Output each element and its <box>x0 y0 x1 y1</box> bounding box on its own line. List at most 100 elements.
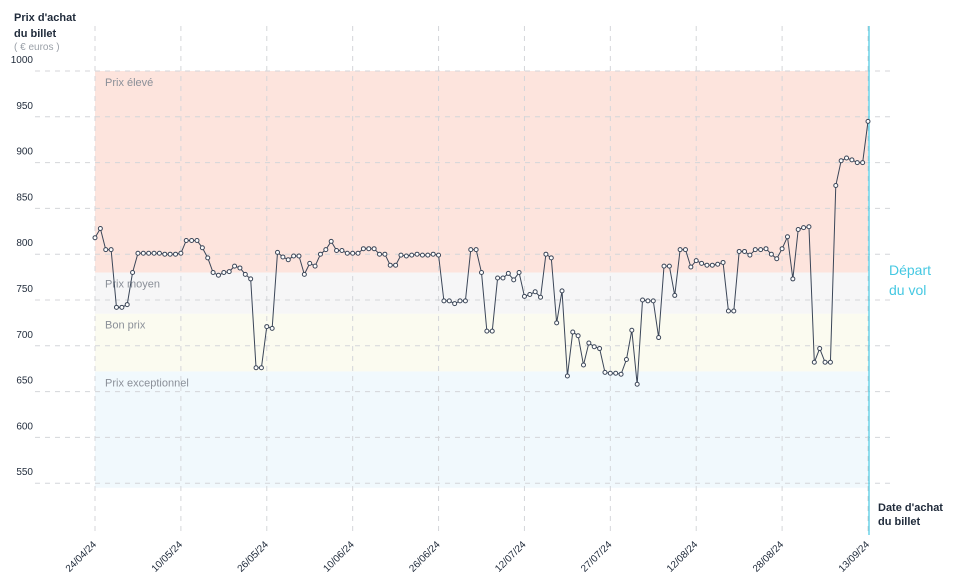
x-tick-label: 27/07/24 <box>579 539 615 575</box>
price-point <box>564 373 570 379</box>
price-point <box>479 270 484 276</box>
price-point <box>763 246 769 252</box>
price-band <box>95 313 868 372</box>
price-point <box>387 262 393 268</box>
price-point <box>645 298 651 304</box>
price-point <box>607 370 613 376</box>
price-point <box>285 257 291 263</box>
price-point <box>774 256 780 262</box>
x-tick-label: 13/09/24 <box>837 539 873 575</box>
price-point <box>403 253 409 259</box>
price-point <box>377 251 383 257</box>
price-point <box>344 250 350 256</box>
price-point <box>806 224 812 230</box>
price-point <box>484 328 490 334</box>
x-tick-label: 26/06/24 <box>407 539 443 575</box>
price-point <box>666 263 672 269</box>
price-point <box>640 297 646 303</box>
price-band <box>95 71 868 273</box>
price-point <box>618 371 624 377</box>
price-point <box>559 288 565 294</box>
price-point <box>151 250 157 256</box>
price-point <box>446 298 452 304</box>
y-tick-label: 550 <box>16 467 33 478</box>
price-point <box>790 276 796 282</box>
price-point <box>468 247 474 253</box>
price-point <box>795 226 801 232</box>
price-point <box>205 255 211 261</box>
x-title: du billet <box>878 516 921 528</box>
price-point <box>215 272 221 278</box>
y-tick-label: 900 <box>16 147 33 158</box>
price-point <box>97 226 103 232</box>
price-point <box>838 158 844 164</box>
price-point <box>371 246 377 252</box>
price-point <box>677 247 683 253</box>
price-point <box>672 292 678 298</box>
price-point <box>516 270 522 276</box>
y-tick-label: 750 <box>16 284 33 295</box>
band-label: Bon prix <box>105 320 146 332</box>
price-point <box>124 302 130 308</box>
x-title: Date d'achat <box>878 502 943 514</box>
price-point <box>194 237 200 243</box>
price-point <box>473 247 479 253</box>
price-point <box>768 251 774 257</box>
x-tick-label: 10/05/24 <box>150 539 186 575</box>
price-point <box>130 270 136 276</box>
price-point <box>784 234 790 240</box>
price-point <box>360 246 366 252</box>
price-point <box>398 252 404 258</box>
y-tick-label: 850 <box>16 192 33 203</box>
price-point <box>419 252 425 258</box>
y-unit: ( € euros ) <box>14 42 60 53</box>
price-point <box>113 304 119 310</box>
price-point <box>366 246 372 252</box>
price-point <box>570 329 576 335</box>
price-point <box>844 155 850 161</box>
x-tick-label: 24/04/24 <box>64 539 100 575</box>
price-point <box>436 252 442 258</box>
price-point <box>575 333 581 339</box>
price-point <box>146 250 152 256</box>
price-point <box>656 335 662 341</box>
price-band <box>95 272 868 314</box>
price-point <box>296 253 302 259</box>
price-point <box>511 277 517 283</box>
price-point <box>715 261 721 267</box>
price-point <box>699 260 705 266</box>
price-point <box>752 247 758 253</box>
price-point <box>135 250 141 256</box>
price-point <box>865 118 871 124</box>
y-title: Prix d'achat <box>14 12 76 24</box>
price-point <box>103 247 109 253</box>
price-point <box>312 263 318 269</box>
price-point <box>414 251 420 257</box>
price-point <box>693 258 699 264</box>
y-tick-label: 650 <box>16 376 33 387</box>
price-point <box>580 362 586 368</box>
price-point <box>548 255 554 261</box>
price-point <box>854 160 860 166</box>
price-point <box>650 298 656 304</box>
y-tick-label: 700 <box>16 330 33 341</box>
price-point <box>140 250 146 256</box>
price-point <box>742 248 748 254</box>
price-point <box>237 265 243 271</box>
price-point <box>269 325 275 331</box>
price-point <box>849 157 855 163</box>
x-tick-label: 10/06/24 <box>321 539 357 575</box>
price-point <box>393 262 399 268</box>
price-point <box>591 344 597 350</box>
y-tick-label: 950 <box>16 101 33 112</box>
price-point <box>409 252 415 258</box>
price-point <box>538 294 544 300</box>
price-point <box>323 247 329 253</box>
x-tick-label: 26/05/24 <box>236 539 272 575</box>
price-point <box>334 248 340 254</box>
price-point <box>328 238 334 244</box>
price-point <box>521 293 527 299</box>
price-point <box>827 359 833 365</box>
price-point <box>736 248 742 254</box>
